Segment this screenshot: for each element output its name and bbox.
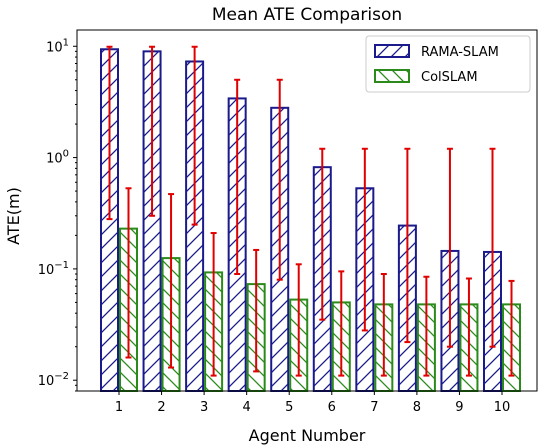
y-tick-label: 101 (46, 37, 69, 55)
error-bar-colslam-agent-8 (423, 275, 430, 377)
error-bar-colslam-agent-10 (508, 279, 515, 377)
error-bar-rama-slam-agent-6 (319, 147, 326, 321)
x-tick-label-7: 7 (370, 400, 378, 415)
error-bar-colslam-agent-1 (125, 187, 132, 359)
chart-marks (100, 45, 521, 393)
error-bar-colslam-agent-5 (295, 263, 302, 377)
error-bar-colslam-agent-3 (210, 232, 217, 377)
error-bar-rama-slam-agent-3 (191, 45, 198, 226)
legend-label-colslam: ColSLAM (421, 70, 478, 85)
error-bar-rama-slam-agent-9 (446, 147, 453, 348)
error-bar-rama-slam-agent-7 (361, 147, 368, 332)
x-axis-title: Agent Number (249, 426, 366, 445)
y-tick-label: 100 (46, 149, 69, 167)
y-axis-title: ATE(m) (4, 187, 23, 245)
error-bar-colslam-agent-6 (338, 270, 345, 377)
x-tick-label-3: 3 (200, 400, 208, 415)
error-bar-colslam-agent-7 (380, 272, 387, 377)
y-tick-label: 10−2 (38, 371, 69, 389)
x-tick-label-10: 10 (494, 400, 511, 415)
error-bar-rama-slam-agent-1 (106, 45, 113, 221)
plot-frame (76, 29, 538, 392)
x-tick-label-8: 8 (413, 400, 421, 415)
error-bar-rama-slam-agent-4 (234, 78, 241, 275)
x-tick-label-5: 5 (285, 400, 293, 415)
y-tick-label: 10−1 (38, 260, 69, 278)
error-bar-rama-slam-agent-10 (489, 147, 496, 348)
error-bar-colslam-agent-4 (253, 248, 260, 373)
legend: RAMA-SLAM ColSLAM (365, 35, 531, 93)
legend-swatch-colslam (374, 69, 410, 83)
error-bar-rama-slam-agent-5 (276, 78, 283, 281)
x-axis: 1 2 3 4 5 6 7 8 9 10 (115, 391, 510, 415)
chart-title: Mean ATE Comparison (212, 5, 402, 25)
legend-label-rama-slam: RAMA-SLAM (421, 45, 499, 60)
x-tick-label-6: 6 (328, 400, 336, 415)
x-tick-label-2: 2 (157, 400, 165, 415)
error-bar-rama-slam-agent-2 (149, 45, 156, 217)
error-bar-colslam-agent-2 (168, 193, 175, 369)
x-tick-label-4: 4 (243, 400, 251, 415)
x-tick-label-9: 9 (455, 400, 463, 415)
error-bar-colslam-agent-9 (465, 277, 472, 377)
y-axis: 10−2 10−1 100 101 (38, 37, 77, 392)
error-bar-rama-slam-agent-8 (404, 147, 411, 344)
legend-swatch-rama-slam (374, 44, 410, 58)
x-tick-label-1: 1 (115, 400, 123, 415)
